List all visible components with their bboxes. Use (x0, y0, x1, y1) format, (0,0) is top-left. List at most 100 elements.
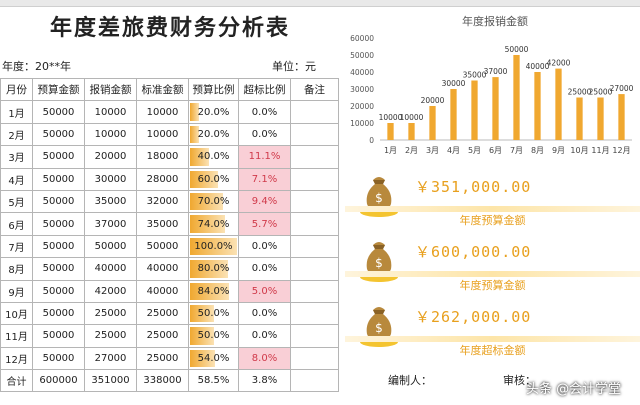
month-cell[interactable]: 10月 (0, 301, 33, 326)
bar-3月[interactable] (429, 106, 436, 140)
reimbursed-cell[interactable]: 42000 (84, 279, 137, 303)
month-cell[interactable]: 6月 (0, 212, 33, 236)
header-reimbursed[interactable]: 报销金额 (84, 77, 137, 102)
over-ratio-cell[interactable]: 0.0% (238, 100, 291, 124)
bar-7月[interactable] (513, 55, 520, 140)
budget-cell[interactable]: 50000 (32, 145, 85, 169)
budget-ratio-cell[interactable]: 20.0% (188, 100, 239, 124)
header-month[interactable]: 月份 (0, 77, 33, 102)
budget-ratio-cell[interactable]: 60.0% (188, 167, 239, 191)
reimbursed-cell[interactable]: 27000 (84, 346, 137, 371)
reimbursed-cell[interactable]: 10000 (84, 100, 137, 124)
bar-2月[interactable] (408, 123, 415, 140)
budget-cell[interactable]: 50000 (32, 301, 85, 326)
budget-cell[interactable]: 50000 (32, 234, 85, 259)
header-budget[interactable]: 预算金额 (32, 77, 85, 102)
over-ratio-cell[interactable]: 5.7% (238, 212, 291, 236)
reimbursed-cell[interactable]: 30000 (84, 167, 137, 191)
standard-cell[interactable]: 40000 (136, 257, 189, 281)
standard-cell[interactable]: 35000 (136, 212, 189, 236)
remark-cell[interactable] (290, 100, 339, 124)
over-ratio-cell[interactable]: 0.0% (238, 301, 291, 326)
budget-cell[interactable]: 50000 (32, 167, 85, 191)
standard-cell[interactable]: 50000 (136, 234, 189, 259)
budget-ratio-cell[interactable]: 70.0% (188, 189, 239, 214)
total-label[interactable]: 合计 (0, 369, 33, 393)
budget-cell[interactable]: 50000 (32, 189, 85, 214)
reimbursed-cell[interactable]: 35000 (84, 189, 137, 214)
remark-cell[interactable] (290, 145, 339, 169)
header-remark[interactable]: 备注 (290, 77, 339, 102)
column-header-strip[interactable] (0, 0, 640, 7)
reimbursed-cell[interactable]: 20000 (84, 145, 137, 169)
over-ratio-cell[interactable]: 9.4% (238, 189, 291, 214)
over-ratio-cell[interactable]: 11.1% (238, 145, 291, 169)
over-ratio-cell[interactable]: 0.0% (238, 257, 291, 281)
remark-cell[interactable] (290, 279, 339, 303)
budget-ratio-cell[interactable]: 40.0% (188, 145, 239, 169)
over-ratio-cell[interactable]: 8.0% (238, 346, 291, 371)
budget-ratio-cell[interactable]: 54.0% (188, 346, 239, 371)
budget-cell[interactable]: 50000 (32, 212, 85, 236)
budget-cell[interactable]: 50000 (32, 122, 85, 147)
remark-cell[interactable] (290, 234, 339, 259)
bar-5月[interactable] (471, 80, 478, 141)
month-cell[interactable]: 8月 (0, 257, 33, 281)
total-budget-ratio[interactable]: 58.5% (188, 369, 239, 393)
total-standard[interactable]: 338000 (136, 369, 189, 393)
standard-cell[interactable]: 32000 (136, 189, 189, 214)
reimbursed-cell[interactable]: 50000 (84, 234, 137, 259)
month-cell[interactable]: 12月 (0, 346, 33, 371)
budget-ratio-cell[interactable]: 20.0% (188, 122, 239, 147)
budget-ratio-cell[interactable]: 50.0% (188, 324, 239, 348)
reimbursed-cell[interactable]: 40000 (84, 257, 137, 281)
over-ratio-cell[interactable]: 0.0% (238, 324, 291, 348)
over-ratio-cell[interactable]: 0.0% (238, 122, 291, 147)
bar-11月[interactable] (597, 97, 604, 141)
standard-cell[interactable]: 10000 (136, 122, 189, 147)
standard-cell[interactable]: 40000 (136, 279, 189, 303)
reimbursed-cell[interactable]: 10000 (84, 122, 137, 147)
remark-cell[interactable] (290, 212, 339, 236)
bar-1月[interactable] (387, 123, 394, 140)
budget-ratio-cell[interactable]: 50.0% (188, 301, 239, 326)
header-over-ratio[interactable]: 超标比例 (238, 77, 291, 102)
remark-cell[interactable] (290, 346, 339, 371)
budget-cell[interactable]: 50000 (32, 279, 85, 303)
remark-cell[interactable] (290, 324, 339, 348)
budget-cell[interactable]: 50000 (32, 257, 85, 281)
remark-cell[interactable] (290, 167, 339, 191)
month-cell[interactable]: 3月 (0, 145, 33, 169)
remark-cell[interactable] (290, 257, 339, 281)
header-budget-ratio[interactable]: 预算比例 (188, 77, 239, 102)
reimbursement-bar-chart[interactable]: 0 10000 20000 30000 40000 50000 60000 10000 1月 10… (340, 28, 640, 168)
standard-cell[interactable]: 18000 (136, 145, 189, 169)
month-cell[interactable]: 9月 (0, 279, 33, 303)
standard-cell[interactable]: 28000 (136, 167, 189, 191)
budget-ratio-cell[interactable]: 100.0% (188, 234, 239, 259)
reimbursed-cell[interactable]: 25000 (84, 301, 137, 326)
over-ratio-cell[interactable]: 0.0% (238, 234, 291, 259)
standard-cell[interactable]: 25000 (136, 346, 189, 371)
bar-9月[interactable] (555, 68, 562, 140)
bar-6月[interactable] (492, 77, 499, 140)
month-cell[interactable]: 5月 (0, 189, 33, 214)
budget-cell[interactable]: 50000 (32, 324, 85, 348)
month-cell[interactable]: 1月 (0, 100, 33, 124)
reimbursed-cell[interactable]: 37000 (84, 212, 137, 236)
total-over-ratio[interactable]: 3.8% (238, 369, 291, 393)
remark-cell[interactable] (290, 122, 339, 147)
bar-12月[interactable] (618, 94, 625, 140)
standard-cell[interactable]: 25000 (136, 301, 189, 326)
bar-4月[interactable] (450, 89, 457, 140)
month-cell[interactable]: 11月 (0, 324, 33, 348)
month-cell[interactable]: 2月 (0, 122, 33, 147)
month-cell[interactable]: 4月 (0, 167, 33, 191)
budget-cell[interactable]: 50000 (32, 346, 85, 371)
over-ratio-cell[interactable]: 7.1% (238, 167, 291, 191)
standard-cell[interactable]: 10000 (136, 100, 189, 124)
bar-10月[interactable] (576, 97, 583, 141)
header-standard[interactable]: 标准金额 (136, 77, 189, 102)
budget-cell[interactable]: 50000 (32, 100, 85, 124)
standard-cell[interactable]: 25000 (136, 324, 189, 348)
